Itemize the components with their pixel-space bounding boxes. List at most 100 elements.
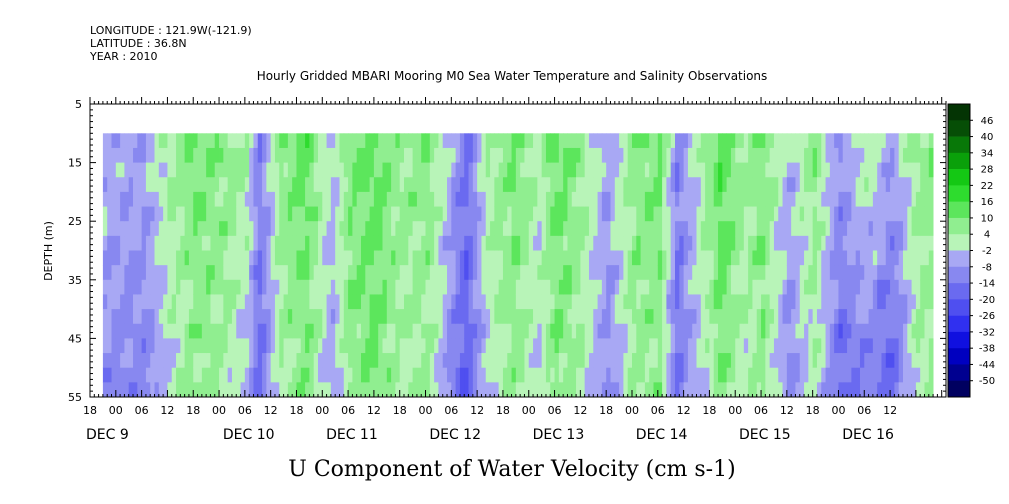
heatmap-cell — [778, 206, 783, 222]
heatmap-cell — [554, 206, 560, 222]
heatmap-cell — [236, 133, 241, 149]
heatmap-cell — [137, 206, 143, 222]
heatmap-cell — [739, 191, 745, 207]
heatmap-cell — [201, 147, 207, 163]
heatmap-cell — [236, 294, 241, 310]
heatmap-cell — [580, 353, 586, 369]
heatmap-cell — [885, 323, 891, 339]
heatmap-cell — [369, 191, 375, 207]
heatmap-cell — [816, 162, 822, 178]
heatmap-cell — [262, 367, 267, 383]
heatmap-cell — [373, 279, 379, 295]
heatmap-cell — [705, 353, 710, 369]
heatmap-cell — [795, 221, 801, 237]
heatmap-cell — [773, 177, 779, 193]
heatmap-cell — [111, 323, 117, 339]
heatmap-cell — [262, 206, 267, 222]
heatmap-cell — [279, 382, 284, 398]
heatmap-cell — [730, 309, 736, 325]
heatmap-cell — [416, 323, 422, 339]
heatmap-cell — [601, 191, 607, 207]
heatmap-cell — [253, 235, 259, 251]
heatmap-cell — [619, 323, 624, 339]
heatmap-cell — [283, 367, 289, 383]
heatmap-cell — [739, 162, 745, 178]
heatmap-cell — [425, 221, 431, 237]
heatmap-cell — [769, 162, 775, 178]
heatmap-cell — [141, 265, 147, 281]
heatmap-cell — [356, 162, 362, 178]
heatmap-cell — [447, 206, 452, 222]
heatmap-cell — [571, 353, 577, 369]
heatmap-cell — [102, 294, 108, 310]
heatmap-cell — [111, 309, 117, 325]
heatmap-cell — [412, 265, 418, 281]
heatmap-cell — [137, 133, 143, 149]
heatmap-cell — [455, 177, 461, 193]
heatmap-cell — [236, 279, 241, 295]
heatmap-cell — [877, 353, 882, 369]
heatmap-cell — [309, 353, 315, 369]
heatmap-cell — [330, 133, 336, 149]
heatmap-cell — [507, 382, 512, 398]
x-tick-label: 18 — [496, 404, 510, 417]
colorbar-label: -8 — [982, 262, 992, 273]
heatmap-cell — [773, 147, 779, 163]
heatmap-cell — [317, 147, 323, 163]
heatmap-cell — [778, 338, 783, 354]
heatmap-cell — [412, 191, 418, 207]
heatmap-cell — [666, 279, 672, 295]
heatmap-cell — [541, 191, 547, 207]
heatmap-cell — [752, 235, 758, 251]
heatmap-cell — [834, 177, 839, 193]
heatmap-cell — [253, 250, 259, 266]
heatmap-cell — [150, 353, 155, 369]
heatmap-cell — [498, 279, 504, 295]
heatmap-cell — [834, 250, 839, 266]
heatmap-cell — [158, 221, 164, 237]
heatmap-cell — [868, 162, 874, 178]
heatmap-cell — [705, 323, 710, 339]
heatmap-cell — [442, 206, 448, 222]
heatmap-cell — [580, 294, 586, 310]
heatmap-cell — [597, 177, 603, 193]
heatmap-cell — [692, 309, 697, 325]
heatmap-cell — [339, 367, 345, 383]
heatmap-cell — [447, 367, 452, 383]
heatmap-cell — [240, 367, 246, 383]
colorbar-swatch — [948, 185, 970, 202]
heatmap-cell — [404, 221, 409, 237]
heatmap-cell — [571, 191, 577, 207]
heatmap-cell — [533, 162, 538, 178]
heatmap-cell — [571, 147, 577, 163]
heatmap-cell — [563, 367, 568, 383]
heatmap-cell — [631, 338, 637, 354]
heatmap-cell — [610, 265, 616, 281]
heatmap-cell — [778, 323, 783, 339]
heatmap-cell — [421, 177, 426, 193]
heatmap-cell — [485, 250, 491, 266]
heatmap-cell — [309, 323, 315, 339]
heatmap-cell — [842, 191, 848, 207]
heatmap-cell — [339, 382, 345, 398]
heatmap-cell — [541, 177, 547, 193]
colorbar-swatch — [948, 364, 970, 382]
heatmap-cell — [115, 206, 121, 222]
heatmap-cell — [296, 147, 302, 163]
heatmap-cell — [804, 147, 809, 163]
heatmap-cell — [563, 177, 568, 193]
heatmap-cell — [743, 279, 749, 295]
heatmap-cell — [739, 265, 745, 281]
heatmap-cell — [201, 323, 207, 339]
heatmap-cell — [902, 279, 908, 295]
heatmap-cell — [623, 133, 629, 149]
heatmap-cell — [726, 309, 732, 325]
heatmap-cell — [649, 133, 654, 149]
heatmap-cell — [360, 250, 366, 266]
heatmap-cell — [128, 294, 134, 310]
heatmap-cell — [107, 147, 112, 163]
heatmap-cell — [644, 353, 650, 369]
heatmap-cell — [666, 367, 672, 383]
heatmap-cell — [335, 147, 340, 163]
heatmap-cell — [365, 206, 370, 222]
